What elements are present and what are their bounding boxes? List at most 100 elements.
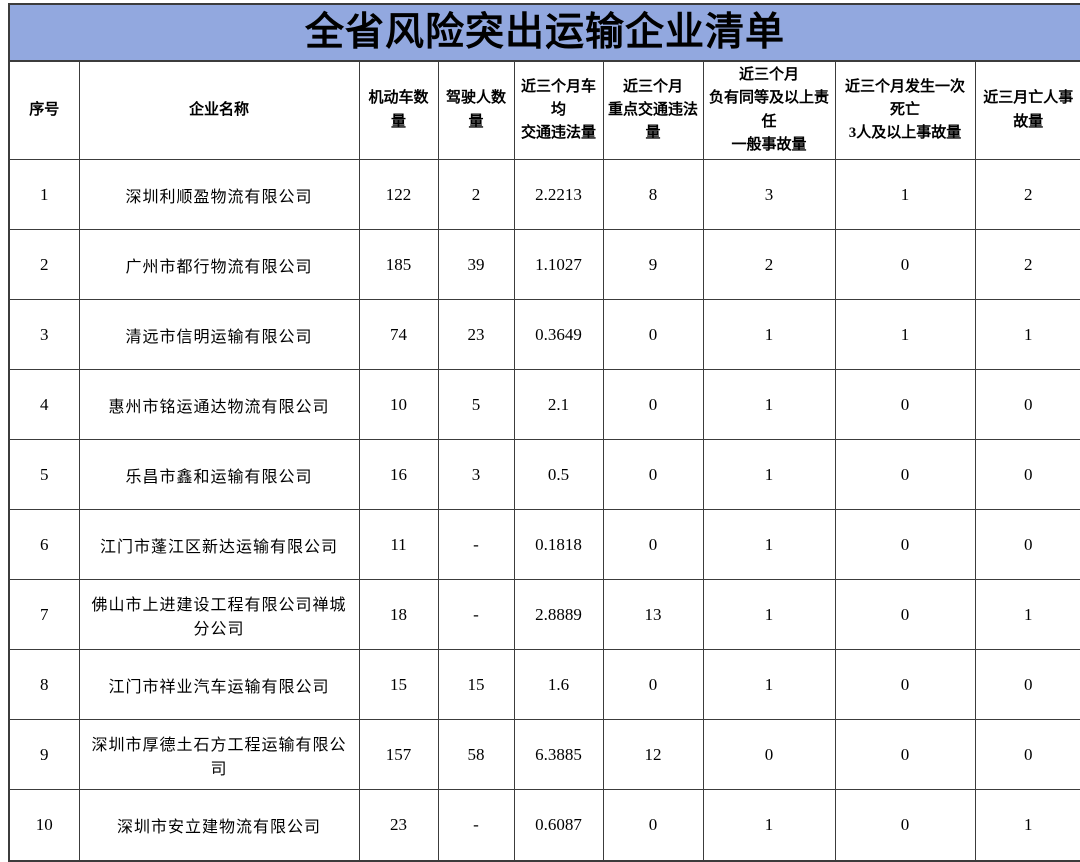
value-cell: 1 [702,509,836,580]
value-cell: - [437,509,515,580]
company-name-cell: 惠州市铭运通达物流有限公司 [78,369,360,440]
value-cell: 0 [602,509,704,580]
header-row: 序号 企业名称 机动车数量 驾驶人数量 近三个月车均 交通违法量 近三个月 重点交通违法量… [9,61,1080,160]
row-index-cell: 7 [9,579,80,650]
risk-enterprise-table: 序号 企业名称 机动车数量 驾驶人数量 近三个月车均 交通违法量 近三个月 重点交通违法量… [9,61,1080,860]
value-cell: 1 [834,159,976,230]
row-index-cell: 10 [9,789,80,860]
value-cell: 0.1818 [513,509,604,580]
value-cell: 122 [358,159,439,230]
value-cell: 23 [437,299,515,370]
value-cell: 6.3885 [513,719,604,790]
table-row: 2 广州市都行物流有限公司 185 39 1.1027 9 2 0 2 [9,229,1080,300]
column-header: 近三个月发生一次死亡 3人及以上事故量 [834,61,976,160]
table-row: 1 深圳利顺盈物流有限公司 122 2 2.2213 8 3 1 2 [9,159,1080,230]
value-cell: 0.6087 [513,789,604,860]
value-cell: 157 [358,719,439,790]
value-cell: 3 [702,159,836,230]
value-cell: 0.5 [513,439,604,510]
value-cell: 0 [602,369,704,440]
table-row: 10 深圳市安立建物流有限公司 23-0.6087 0 1 0 1 [9,789,1080,860]
company-name-cell: 深圳利顺盈物流有限公司 [78,159,360,230]
value-cell: 1 [974,789,1080,860]
value-cell: 0 [834,719,976,790]
value-cell: 10 [358,369,439,440]
company-name-cell: 清远市信明运输有限公司 [78,299,360,370]
value-cell: 0 [974,649,1080,720]
value-cell: 1 [702,649,836,720]
company-name-cell: 江门市祥业汽车运输有限公司 [78,649,360,720]
value-cell: 9 [602,229,704,300]
column-header: 驾驶人数量 [437,61,515,160]
value-cell: 16 [358,439,439,510]
row-index-cell: 1 [9,159,80,230]
column-header: 近三个月车均 交通违法量 [513,61,604,160]
value-cell: 2 [974,159,1080,230]
value-cell: 2 [974,229,1080,300]
value-cell: 1 [974,299,1080,370]
risk-enterprise-sheet: 全省风险突出运输企业清单 序号 企业名称 机动车数量 驾驶人数量 近三个月车均 交通违法… [8,3,1080,862]
value-cell: 15 [437,649,515,720]
table-row: 6 江门市蓬江区新达运输有限公司 11-0.1818 0 1 0 0 [9,509,1080,580]
company-name-cell: 深圳市厚德土石方工程运输有限公司 [78,719,360,790]
value-cell: 5 [437,369,515,440]
value-cell: 8 [602,159,704,230]
value-cell: 0 [974,719,1080,790]
table-row: 3 清远市信明运输有限公司 74 23 0.3649 0 1 1 1 [9,299,1080,370]
value-cell: 1 [702,789,836,860]
page-title: 全省风险突出运输企业清单 [304,11,785,54]
value-cell: 1 [702,299,836,370]
value-cell: 2 [702,229,836,300]
value-cell: 0 [834,509,976,580]
value-cell: 1 [702,579,836,650]
value-cell: 74 [358,299,439,370]
value-cell: 39 [437,229,515,300]
row-index-cell: 8 [9,649,80,720]
value-cell: - [437,579,515,650]
row-index-cell: 2 [9,229,80,300]
value-cell: 0 [602,439,704,510]
value-cell: 0 [974,439,1080,510]
value-cell: 0 [702,719,836,790]
company-name-cell: 广州市都行物流有限公司 [78,229,360,300]
row-index-cell: 6 [9,509,80,580]
value-cell: 0 [602,789,704,860]
value-cell: 1.1027 [513,229,604,300]
column-header: 机动车数量 [358,61,439,160]
value-cell: 3 [437,439,515,510]
value-cell: 0.3649 [513,299,604,370]
table-body: 1 深圳利顺盈物流有限公司 122 2 2.2213 8 3 1 2 2 广州市都行物流有限公司 18… [9,159,1080,860]
row-index-cell: 9 [9,719,80,790]
value-cell: 0 [834,369,976,440]
value-cell: 1 [974,579,1080,650]
column-header: 近三个月 负有同等及以上责任 一般事故量 [702,61,836,160]
column-header: 近三月亡人事故量 [974,61,1080,160]
table-row: 8 江门市祥业汽车运输有限公司 15 15 1.6 0 1 0 0 [9,649,1080,720]
column-header: 企业名称 [78,61,360,160]
value-cell: 1 [834,299,976,370]
value-cell: 1 [702,439,836,510]
value-cell: - [437,789,515,860]
table-row: 4 惠州市铭运通达物流有限公司 10 5 2.1 0 1 0 0 [9,369,1080,440]
value-cell: 12 [602,719,704,790]
company-name-cell: 佛山市上进建设工程有限公司禅城分公司 [78,579,360,650]
table-row: 5 乐昌市鑫和运输有限公司 16 3 0.5 0 1 0 0 [9,439,1080,510]
row-index-cell: 4 [9,369,80,440]
value-cell: 2 [437,159,515,230]
sheet-title-bar: 全省风险突出运输企业清单 [10,5,1080,62]
column-header: 近三个月 重点交通违法量 [602,61,704,160]
company-name-cell: 乐昌市鑫和运输有限公司 [78,439,360,510]
row-index-cell: 5 [9,439,80,510]
value-cell: 11 [358,509,439,580]
column-header: 序号 [9,61,80,160]
value-cell: 58 [437,719,515,790]
value-cell: 2.1 [513,369,604,440]
row-index-cell: 3 [9,299,80,370]
value-cell: 0 [974,509,1080,580]
value-cell: 1 [702,369,836,440]
value-cell: 0 [834,439,976,510]
value-cell: 13 [602,579,704,650]
value-cell: 0 [602,299,704,370]
value-cell: 15 [358,649,439,720]
value-cell: 0 [834,789,976,860]
